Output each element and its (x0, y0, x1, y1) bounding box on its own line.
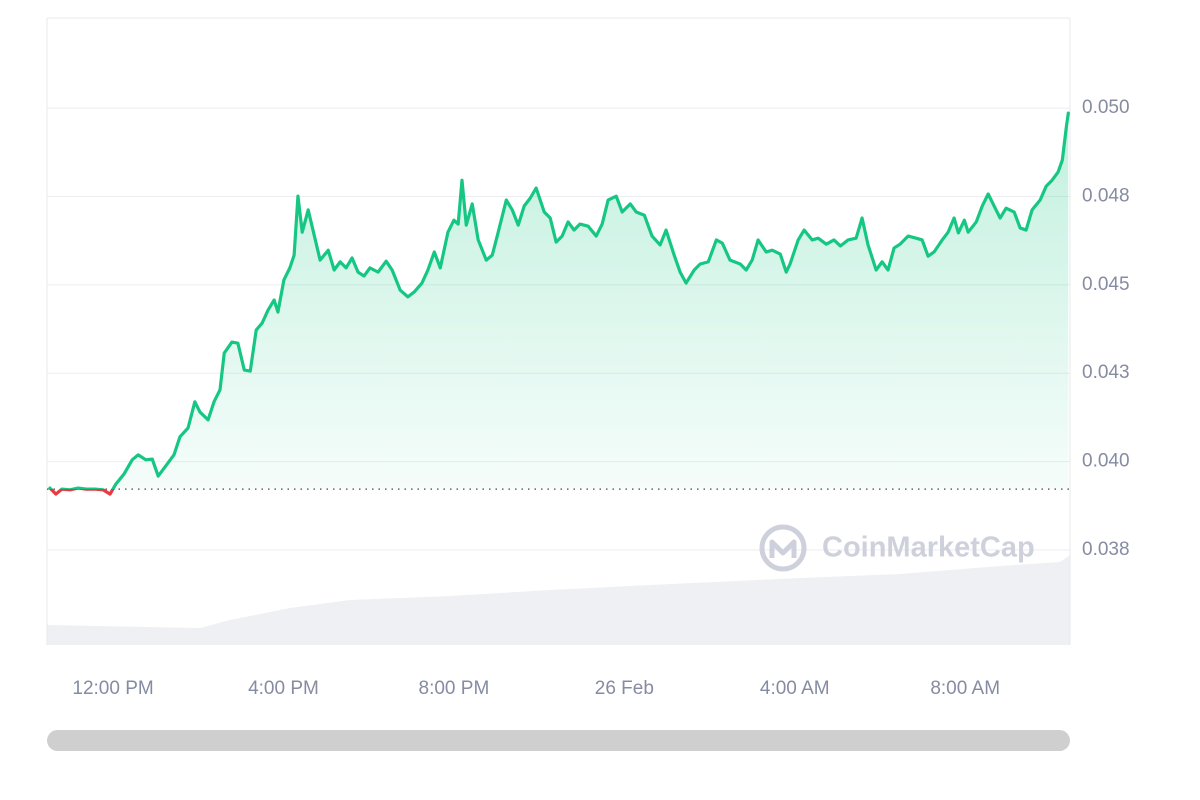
y-tick-label: 0.050 (1082, 97, 1130, 118)
y-tick-label: 0.048 (1082, 186, 1130, 207)
x-tick-label: 12:00 PM (72, 678, 153, 699)
scrollbar[interactable] (47, 730, 1070, 751)
watermark-logo-mark (769, 539, 797, 558)
x-tick-label: 26 Feb (595, 678, 654, 699)
price-line (48, 111, 1070, 496)
x-tick-label: 4:00 PM (248, 678, 319, 699)
watermark-text: CoinMarketCap (822, 532, 1035, 564)
y-tick-label: 0.043 (1082, 362, 1130, 383)
price-area (49, 113, 1069, 495)
volume-area (47, 555, 1070, 645)
x-tick-label: 8:00 PM (419, 678, 490, 699)
y-tick-label: 0.038 (1082, 539, 1130, 560)
y-tick-label: 0.045 (1082, 274, 1130, 295)
watermark: CoinMarketCap (759, 524, 1035, 572)
x-tick-label: 4:00 AM (760, 678, 830, 699)
y-tick-label: 0.040 (1082, 451, 1130, 472)
watermark-logo (759, 524, 807, 572)
x-tick-label: 8:00 AM (930, 678, 1000, 699)
